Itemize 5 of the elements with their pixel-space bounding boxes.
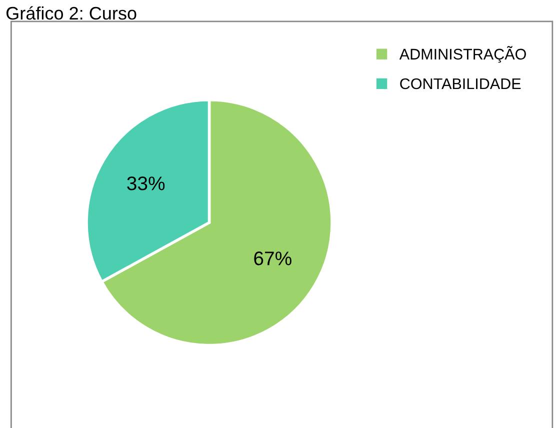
legend-label: ADMINISTRAÇÃO xyxy=(399,46,526,63)
chart-title: Gráfico 2: Curso xyxy=(6,6,136,20)
data-label: 33% xyxy=(127,176,165,190)
data-label: 67% xyxy=(254,252,292,266)
legend-label: CONTABILIDADE xyxy=(400,78,521,90)
